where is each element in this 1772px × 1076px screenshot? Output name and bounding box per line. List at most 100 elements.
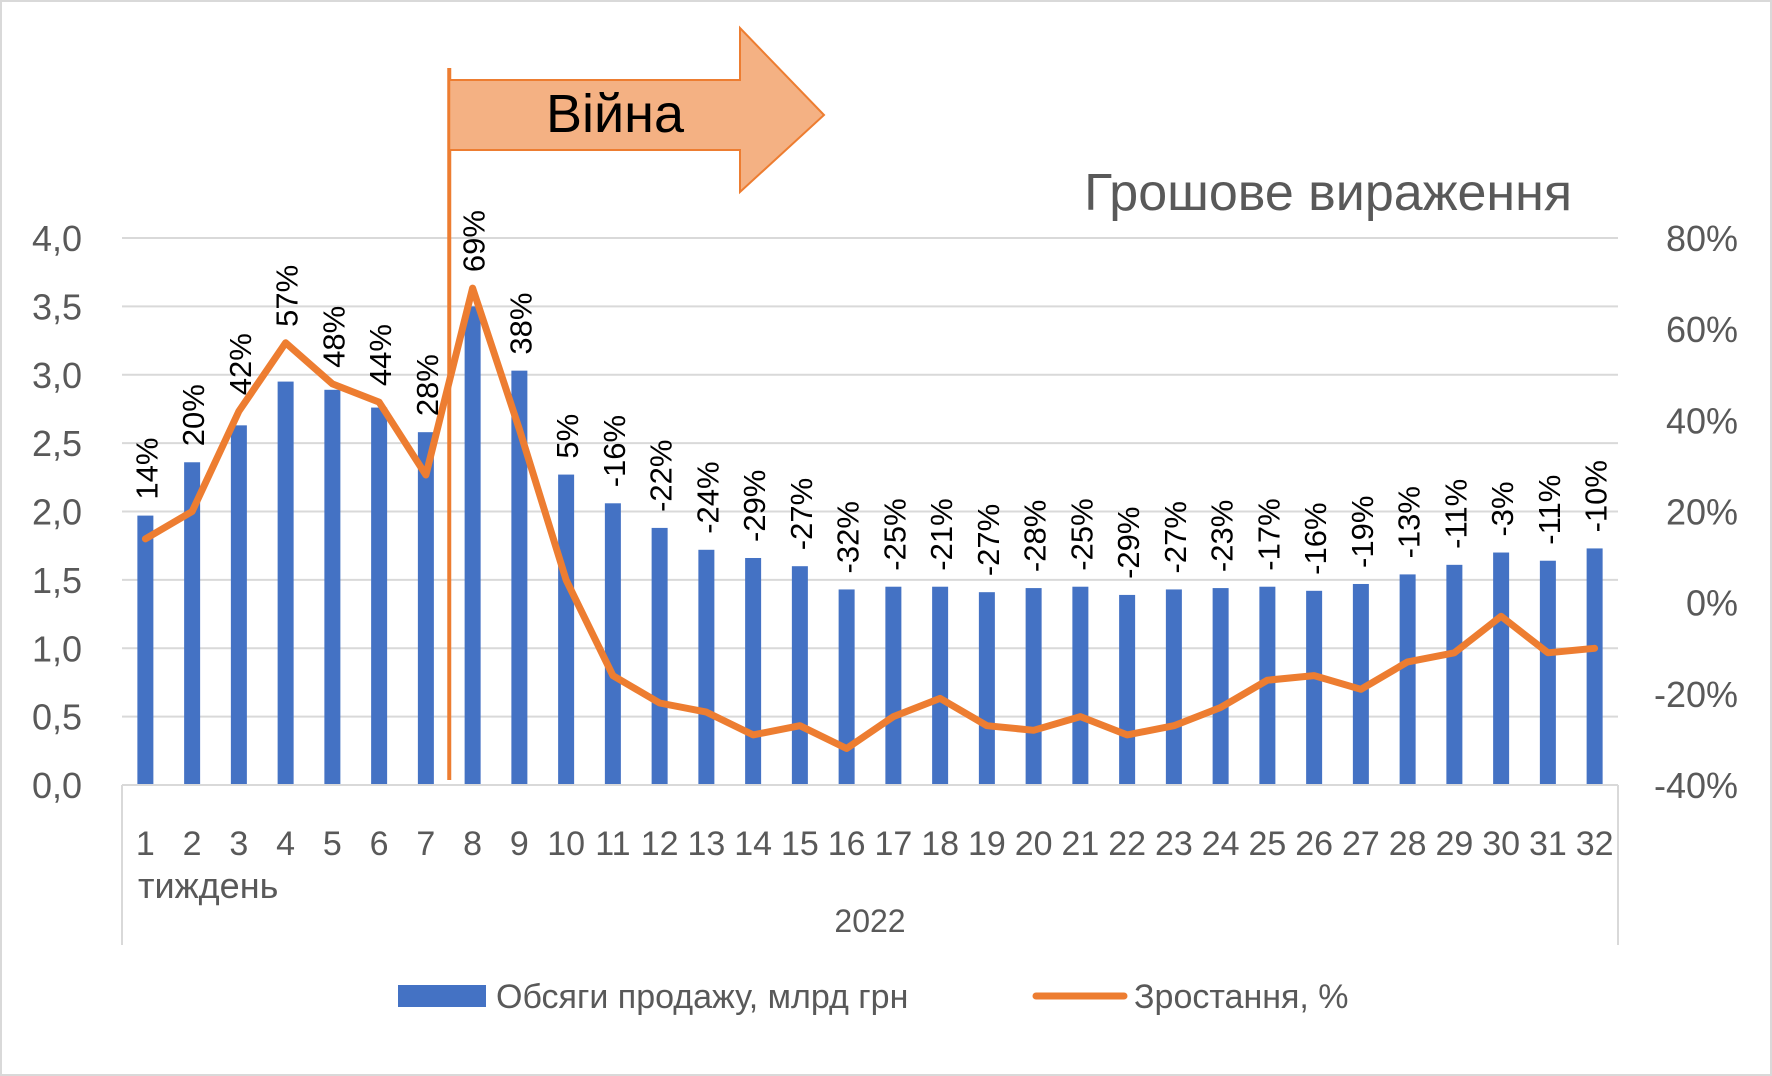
y-left-tick-label: 2,5 [32,423,82,464]
x-tick-label: 13 [687,825,725,863]
bar [464,306,481,785]
legend: Обсяги продажу, млрд грн Зростання, % [398,978,1349,1016]
y-left-tick-label: 0,0 [32,765,82,806]
bar [417,432,434,785]
x-tick-label: 4 [276,825,295,863]
data-label: -23% [1205,500,1240,572]
x-tick-label: 15 [781,825,819,863]
x-tick-label: 1 [136,825,155,863]
axes: 0,0 0,5 1,0 1,5 2,0 2,5 3,0 3,5 4,0 -40% -20% 0% 20%… [32,218,1738,945]
y-left-tick-label: 1,0 [32,628,82,669]
data-label: 20% [176,384,211,446]
data-label: 44% [363,324,398,386]
x-tick-label: 20 [1015,825,1053,863]
bar [978,592,995,785]
bar [1212,588,1229,785]
bar [1259,586,1276,785]
y-right-tick-label: 0% [1686,583,1738,624]
y-left-tick-label: 3,0 [32,355,82,396]
x-tick-label: 21 [1061,825,1099,863]
x-tick-label: 24 [1202,825,1240,863]
legend-swatch-bars [398,985,486,1007]
x-tick-label: 27 [1342,825,1380,863]
data-label: -11% [1438,479,1473,549]
data-label: 48% [316,306,351,368]
x-tick-label: 6 [370,825,389,863]
legend-label-line: Зростання, % [1134,978,1349,1016]
bar [1025,588,1042,785]
bar [745,557,762,785]
war-label: Війна [546,84,685,144]
data-label: -27% [1158,501,1193,573]
data-label: -16% [597,415,632,487]
legend-label-bars: Обсяги продажу, млрд грн [496,978,908,1016]
x-tick-label: 7 [416,825,435,863]
data-label: -24% [690,461,725,533]
x-tick-label: 30 [1482,825,1520,863]
data-label: -3% [1485,481,1520,536]
data-label: -25% [1064,498,1099,570]
data-label: -25% [877,498,912,570]
bar [1399,574,1416,785]
y-right-tick-label: -40% [1654,765,1738,806]
bar [1446,564,1463,785]
bar [371,407,388,785]
bar [604,503,621,785]
bar [277,381,294,785]
x-tick-label: 16 [828,825,866,863]
data-label: -10% [1579,460,1614,532]
bar [1165,589,1182,785]
bar [184,462,201,785]
chart-title: Грошове вираження [1084,164,1572,222]
y-right-tick-label: 80% [1666,218,1738,259]
data-label: -29% [737,470,772,542]
x-tick-label: 3 [229,825,248,863]
bar [1352,583,1369,785]
bar [1306,590,1323,785]
data-label: -27% [784,478,819,550]
data-label: 14% [129,438,164,500]
growth-line [141,284,1599,752]
data-label: -32% [831,501,866,573]
data-label: -21% [924,498,959,570]
data-label: -17% [1251,498,1286,570]
x-tick-label: 28 [1389,825,1427,863]
bar [698,549,715,785]
x-tick-label: 25 [1248,825,1286,863]
x-axis-title: тиждень [138,865,278,906]
y-left-tick-label: 2,0 [32,492,82,533]
x-tick-label: 26 [1295,825,1333,863]
data-label: 69% [457,210,492,272]
bar [651,527,668,785]
data-label: -13% [1392,486,1427,558]
y-right-tick-label: 20% [1666,492,1738,533]
x-tick-label: 19 [968,825,1006,863]
bar [1586,548,1603,785]
x-tick-label: 12 [641,825,679,863]
bar [838,589,855,785]
y-left-tick-label: 0,5 [32,697,82,738]
bar [230,425,247,785]
line-series [141,284,1599,752]
data-label: -29% [1111,507,1146,579]
bar [1539,560,1556,785]
x-tick-label: 2 [183,825,202,863]
bar [791,566,808,785]
data-label: 38% [503,293,538,355]
bar [932,586,949,785]
x-tick-label: 9 [510,825,529,863]
bar [1493,552,1510,785]
data-label: 5% [550,414,585,459]
bar [511,370,528,785]
data-label: -27% [971,504,1006,576]
data-label: 57% [270,265,305,327]
x-tick-label: 23 [1155,825,1193,863]
data-label: -16% [1298,502,1333,574]
data-label: -28% [1018,500,1053,572]
bar [324,389,341,785]
data-label: 42% [223,333,258,395]
y-right-tick-label: 40% [1666,400,1738,441]
x-tick-label: 31 [1529,825,1567,863]
